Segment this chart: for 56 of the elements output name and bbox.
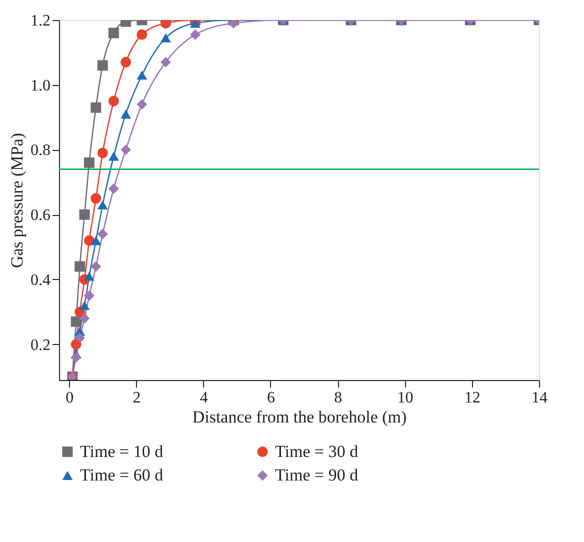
point <box>79 313 90 324</box>
point <box>84 157 94 168</box>
point <box>108 152 119 161</box>
point <box>74 332 86 344</box>
point <box>97 148 108 158</box>
point <box>90 102 102 113</box>
point <box>136 29 148 40</box>
x-tick-label: 14 <box>532 390 548 406</box>
y-tick-label: 0.4 <box>30 272 50 289</box>
y-tick-label: 0.2 <box>30 336 50 354</box>
point <box>84 290 94 301</box>
x-tick-label: 2 <box>132 390 141 406</box>
point <box>84 272 94 281</box>
x-tick-label: 10 <box>397 390 414 406</box>
x-axis-title: Distance from the borehole (m) <box>192 408 407 426</box>
y-tick-label: 0.8 <box>30 142 50 160</box>
legend-label: Time = 90 d <box>275 466 359 484</box>
point <box>108 28 119 38</box>
x-tick-label: 8 <box>334 390 342 406</box>
point <box>160 56 171 68</box>
point <box>74 261 86 272</box>
legend-label: Time = 10 d <box>80 442 164 461</box>
point <box>136 70 148 80</box>
x-tick-label: 4 <box>200 390 208 406</box>
legend-label: Time = 60 d <box>80 466 164 484</box>
point <box>120 56 132 68</box>
point <box>120 144 132 155</box>
y-axis-title: Gas pressure (MPa) <box>8 132 26 268</box>
y-tick-label: 0.6 <box>30 207 50 224</box>
point <box>190 20 201 28</box>
point <box>79 209 90 220</box>
point <box>108 96 119 106</box>
point <box>108 183 119 194</box>
point <box>90 261 102 272</box>
x-tick-label: 0 <box>66 390 74 406</box>
point <box>90 236 102 246</box>
point <box>84 235 94 246</box>
point <box>70 352 82 363</box>
point <box>120 110 132 119</box>
legend-label: Time = 30 d <box>275 442 359 461</box>
point <box>70 339 82 350</box>
point <box>90 193 102 204</box>
point <box>97 228 108 240</box>
point <box>160 33 171 42</box>
point <box>136 99 148 110</box>
point <box>97 60 108 71</box>
x-tick-label: 6 <box>266 390 275 406</box>
y-tick-label: 1.2 <box>30 12 50 30</box>
point <box>190 29 201 40</box>
point <box>70 316 82 327</box>
point <box>97 200 108 210</box>
x-tick-label: 12 <box>464 390 480 406</box>
point <box>160 20 171 28</box>
point <box>79 300 90 310</box>
y-tick-label: 1.0 <box>30 77 50 94</box>
point <box>228 20 239 28</box>
